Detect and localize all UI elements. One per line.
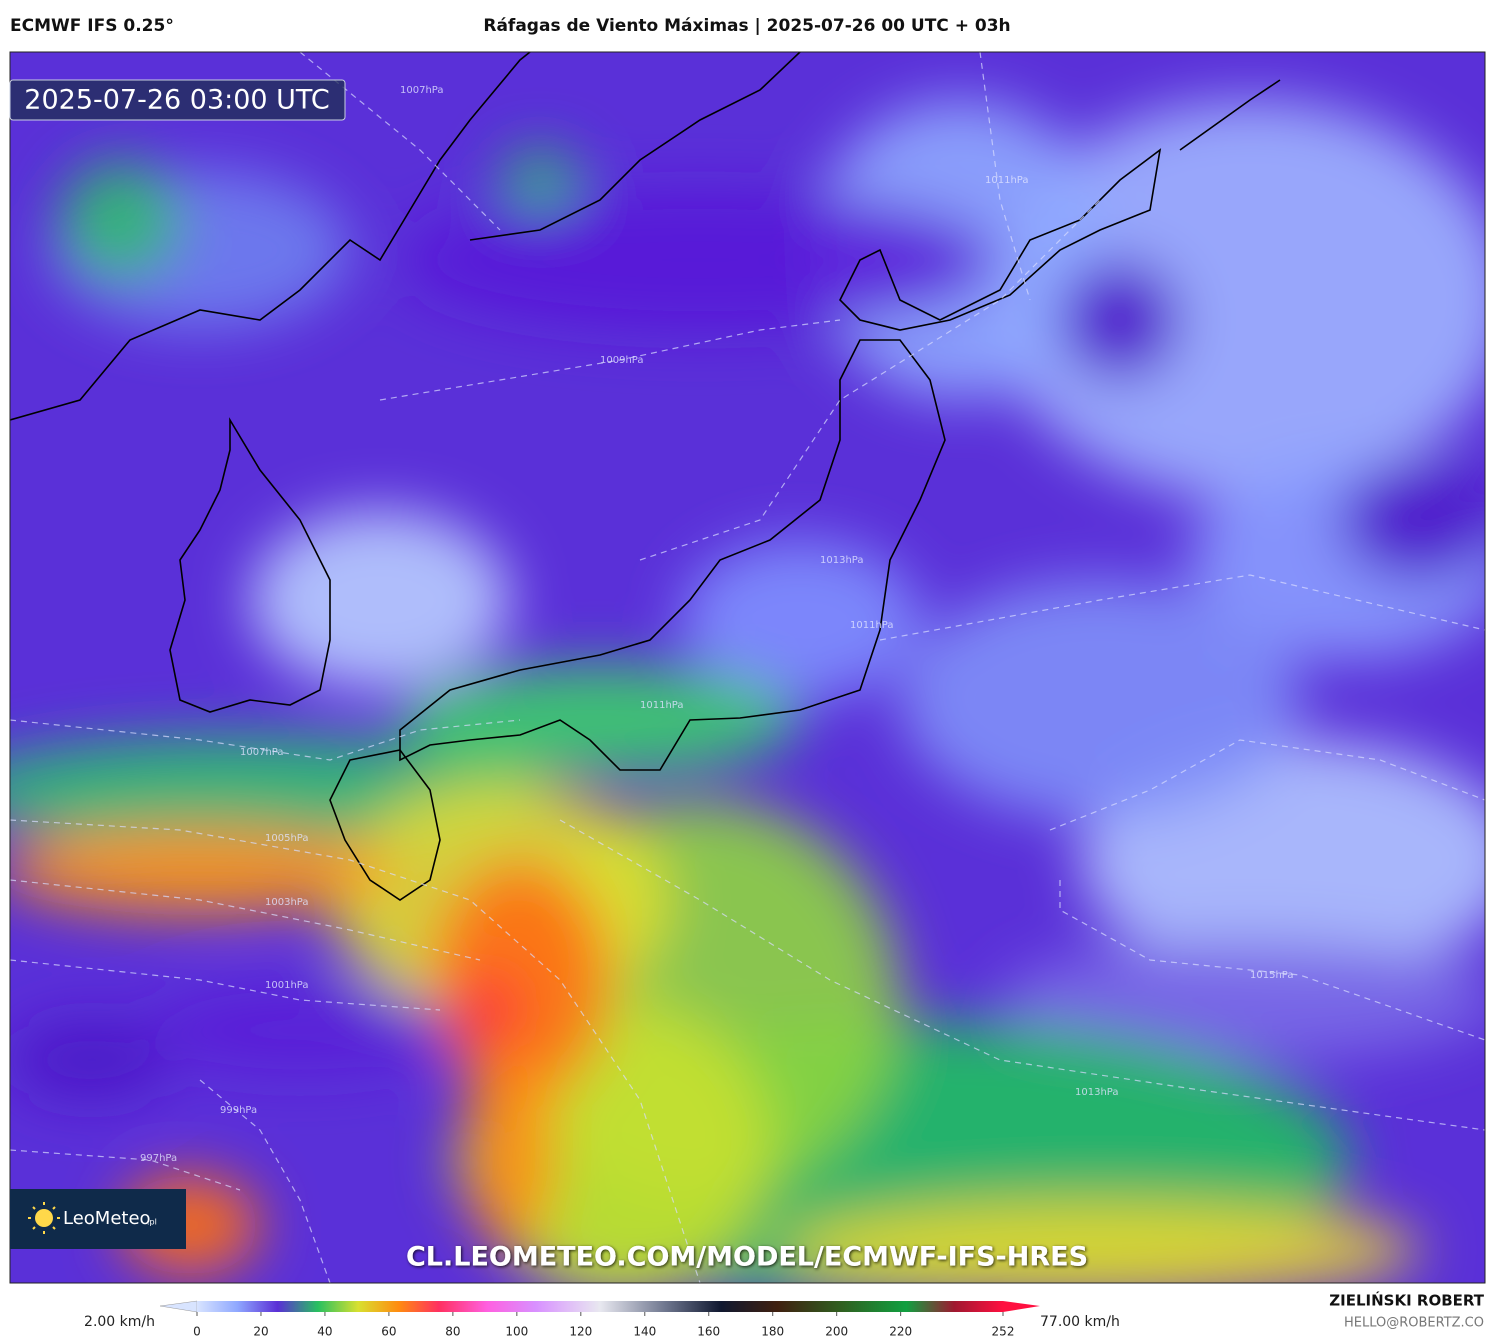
isobar-label: 1009hPa [600,355,644,366]
wind-blob [1060,260,1180,380]
coastlines [10,52,1281,901]
colorbar-tick-label: 100 [505,1325,528,1339]
isobar-label: 997hPa [140,1153,177,1164]
isobar-label: 1013hPa [1075,1087,1119,1098]
colorbar-tick-label: 180 [761,1325,784,1339]
isobar-label: 1007hPa [240,747,284,758]
wind-blob [465,1050,555,1250]
colorbar-tick-label: 220 [889,1325,912,1339]
wind-blob [10,1020,170,1100]
isobars [10,52,1485,1283]
logo-text: LeoMeteo [63,1208,151,1229]
wind-blob [60,160,180,280]
colorbar-tick-label: 60 [381,1325,396,1339]
colorbar-tick-label: 160 [697,1325,720,1339]
wind-blob [1340,460,1485,580]
map: 1007hPa 1011hPa 1009hPa 1013hPa 1011hPa 1007h… [10,52,1485,1283]
colorbar [197,1301,1003,1312]
colorbar-tick-label: 140 [633,1325,656,1339]
wind-blob [250,510,510,690]
wind-blob [150,990,450,1070]
author-email: HELLO@ROBERTZ.CO [1344,1316,1484,1331]
isobar-label: 1011hPa [985,175,1029,186]
colorbar-tick-label: 40 [317,1325,332,1339]
colorbar-max-label: 77.00 km/h [1040,1314,1120,1330]
colorbar-tick-label: 200 [825,1325,848,1339]
logo-rays [28,1202,60,1234]
wind-field [10,100,1485,1283]
wind-blob [900,580,1300,820]
logo-suffix: .pl [147,1218,157,1227]
colorbar-min-extend [159,1300,198,1313]
isobar-labels: 1007hPa 1011hPa 1009hPa 1013hPa 1011hPa 1007h… [140,85,1294,1164]
wind-blob [400,665,800,775]
colorbar-tick-label: 0 [193,1325,201,1339]
chart-title: Ráfagas de Viento Máximas | 2025-07-26 0… [483,16,1010,36]
wind-blob [990,100,1485,500]
isobar-label: 1003hPa [265,897,309,908]
model-label: ECMWF IFS 0.25° [10,16,174,36]
wind-blob [460,970,520,1050]
logo-sun [35,1209,53,1227]
timestamp-box [9,79,346,121]
wind-blob [10,825,400,915]
isobar-label: 999hPa [220,1105,257,1116]
wind-blob [500,150,580,210]
isobar-label: 1015hPa [1250,970,1294,981]
wind-blob [1000,940,1485,1060]
isobar-label: 1013hPa [820,555,864,566]
isobar-label: 1007hPa [400,85,444,96]
colorbar-min-label: 2.00 km/h [84,1314,155,1330]
colorbar-tick-label: 20 [253,1325,268,1339]
isobar-label: 1005hPa [265,833,309,844]
watermark: CL.LEOMETEO.COM/MODEL/ECMWF-IFS-HRES [406,1242,1088,1273]
map-frame [9,51,1486,1284]
colorbar-max-extend [1003,1301,1040,1312]
wind-blob [400,190,1000,330]
colorbar-tick-label: 80 [445,1325,460,1339]
author-name: ZIELIŃSKI ROBERT [1329,1291,1484,1310]
isobar-label: 1011hPa [850,620,894,631]
colorbar-tick-label: 120 [569,1325,592,1339]
isobar-label: 1011hPa [640,700,684,711]
wind-blob [780,1200,1420,1283]
colorbar-ticks: 0 20 40 60 80 100 120 140 160 180 200 220 252 [193,1312,1014,1339]
isobar-label: 1001hPa [265,980,309,991]
colorbar-tick-label: 252 [992,1325,1015,1339]
wind-blob [680,540,920,700]
timestamp: 2025-07-26 03:00 UTC [24,85,329,116]
